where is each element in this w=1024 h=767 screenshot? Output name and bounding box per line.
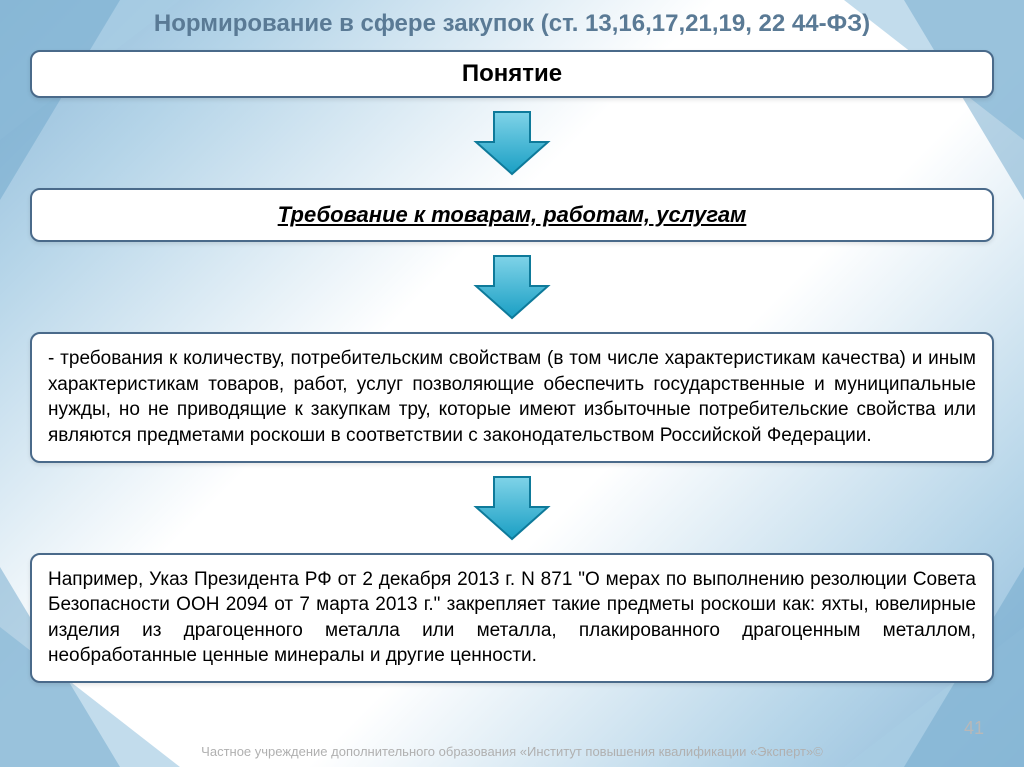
arrow-3 (472, 473, 552, 543)
page-number: 41 (964, 718, 984, 739)
requirements-text: - требования к количеству, потребительск… (48, 348, 976, 446)
concept-label: Понятие (462, 60, 562, 87)
slide-title: Нормирование в сфере закупок (ст. 13,16,… (154, 10, 870, 38)
requirements-box: - требования к количеству, потребительск… (30, 332, 994, 463)
subtitle-box: Требование к товарам, работам, услугам (30, 188, 994, 242)
concept-box: Понятие (30, 50, 994, 98)
arrow-2 (472, 252, 552, 322)
down-arrow-icon (472, 108, 552, 178)
example-box: Например, Указ Президента РФ от 2 декабр… (30, 553, 994, 684)
arrow-1 (472, 108, 552, 178)
footer-text: Частное учреждение дополнительного образ… (0, 744, 1024, 759)
slide-content: Нормирование в сфере закупок (ст. 13,16,… (0, 0, 1024, 703)
down-arrow-icon (472, 473, 552, 543)
subtitle-text: Требование к товарам, работам, услугам (278, 202, 747, 227)
down-arrow-icon (472, 252, 552, 322)
example-text: Например, Указ Президента РФ от 2 декабр… (48, 569, 976, 667)
